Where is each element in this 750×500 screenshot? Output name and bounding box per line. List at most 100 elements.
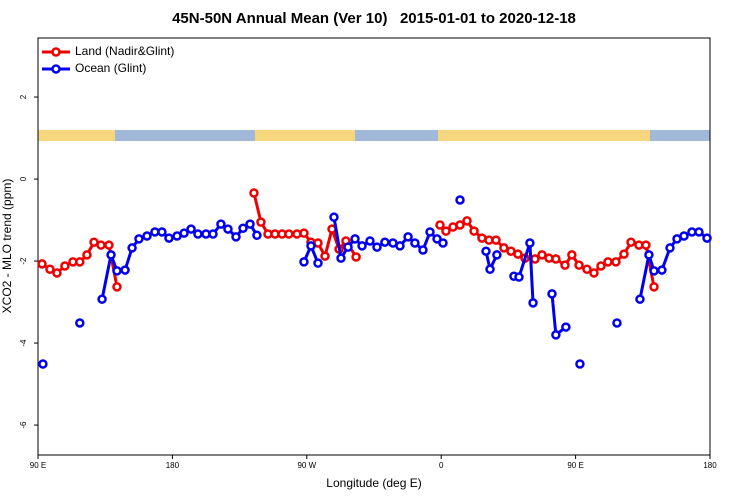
data-point [38,359,48,369]
data-point [245,219,255,229]
data-point [551,330,561,340]
data-point [462,216,472,226]
data-point [284,229,294,239]
data-point [216,219,226,229]
land-strip [438,130,650,141]
data-point [603,257,613,267]
data-point [561,322,571,332]
data-point [574,260,584,270]
data-point [37,259,47,269]
data-point [547,289,557,299]
data-point [52,268,62,278]
data-point [641,240,651,250]
data-point [179,228,189,238]
y-tick-label: -4 [19,339,28,347]
legend-marker [51,64,61,74]
data-point [644,250,654,260]
data-point [231,232,241,242]
data-point [380,237,390,247]
data-point [418,245,428,255]
data-point [596,261,606,271]
legend-label: Land (Nadir&Glint) [75,44,174,58]
data-point [657,265,667,275]
data-point [372,242,382,252]
data-point [395,241,405,251]
data-point [694,227,704,237]
chart-title: 45N-50N Annual Mean (Ver 10) 2015-01-01 … [172,10,576,27]
x-axis-label: Longitude (deg E) [326,476,421,490]
data-point [425,227,435,237]
data-point [193,229,203,239]
data-point [560,260,570,270]
ocean-strip [355,130,438,141]
data-point [551,254,561,264]
data-point [665,243,675,253]
data-point [438,238,448,248]
data-point [575,359,585,369]
data-point [492,250,502,260]
legend-label: Ocean (Glint) [75,61,146,75]
data-point [320,251,330,261]
data-point [441,226,451,236]
y-tick-label: 2 [19,94,28,99]
data-point [223,224,233,234]
data-point [619,249,629,259]
data-point [299,257,309,267]
data-point [485,264,495,275]
data-point [350,234,360,244]
data-point [567,250,577,260]
data-point [336,253,346,263]
data-point [45,264,55,275]
land-strip [255,130,355,141]
data-point [626,237,636,247]
data-point [127,243,137,253]
y-tick-label: 0 [19,176,28,181]
data-point [157,227,167,237]
data-point [112,266,122,276]
data-point [635,294,645,304]
data-point [410,238,420,248]
data-point [299,228,309,238]
data-point [702,233,712,243]
data-point [256,217,266,227]
data-point [469,226,479,236]
data-point [525,238,535,248]
data-point [75,318,85,328]
data-point [112,282,122,292]
data-point [97,294,107,304]
y-tick-label: -6 [19,421,28,429]
x-tick-label: 90 E [30,461,46,470]
legend-marker [51,47,61,57]
data-point [186,224,196,234]
data-point [679,231,689,241]
x-tick-label: 0 [439,461,444,470]
data-point [435,220,445,230]
data-point [589,268,599,278]
data-point [96,240,106,250]
data-point [75,257,85,267]
data-point [481,246,491,256]
plot-frame [37,37,711,456]
data-point [582,264,592,275]
x-tick-label: 90 W [297,461,316,470]
data-point [528,298,538,308]
data-point [432,234,442,244]
x-tick-label: 180 [166,461,180,470]
data-point [351,252,361,262]
y-axis-label: XCO2 - MLO trend (ppm) [0,179,14,314]
data-point [403,232,413,242]
data-point [649,266,659,276]
data-point [611,257,621,267]
data-point [249,188,259,198]
data-point [60,261,70,271]
ocean-strip [115,130,255,141]
data-point [343,242,353,252]
x-tick-label: 180 [703,461,717,470]
data-point [208,229,218,239]
data-point [164,233,174,243]
data-point [612,318,622,328]
x-tick-label: 90 E [567,461,583,470]
data-point [513,249,523,259]
data-point [649,282,659,292]
data-point [365,236,375,246]
